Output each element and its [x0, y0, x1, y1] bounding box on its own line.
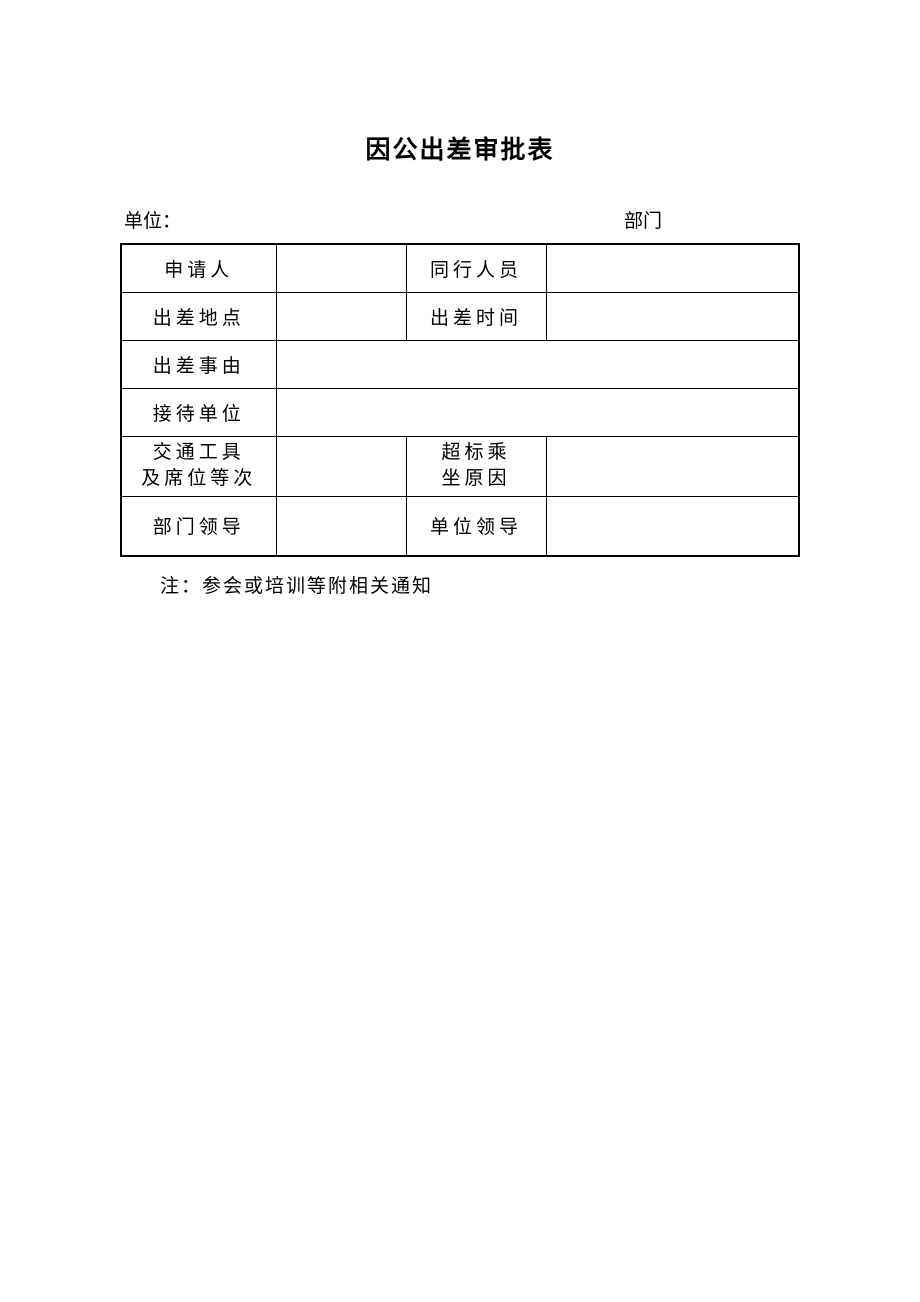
value-excess-reason[interactable]	[546, 436, 799, 496]
table-row: 交通工具 及席位等次 超标乘 坐原因	[121, 436, 799, 496]
label-trip-time: 出差时间	[406, 292, 546, 340]
value-companions[interactable]	[546, 244, 799, 292]
label-transport-line2: 及席位等次	[141, 468, 256, 489]
label-reason: 出差事由	[121, 340, 276, 388]
label-destination: 出差地点	[121, 292, 276, 340]
table-row: 接待单位	[121, 388, 799, 436]
label-applicant: 申请人	[121, 244, 276, 292]
value-transport[interactable]	[276, 436, 406, 496]
table-row: 部门领导 单位领导	[121, 496, 799, 556]
label-unit-leader: 单位领导	[406, 496, 546, 556]
page-title: 因公出差审批表	[120, 130, 800, 166]
value-destination[interactable]	[276, 292, 406, 340]
label-transport: 交通工具 及席位等次	[121, 436, 276, 496]
value-applicant[interactable]	[276, 244, 406, 292]
form-container: 因公出差审批表 单位： 部门 申请人 同行人员 出差地点 出差时间 出差事由 接…	[120, 130, 800, 598]
label-excess-line2: 坐原因	[441, 468, 510, 489]
table-row: 出差地点 出差时间	[121, 292, 799, 340]
table-row: 申请人 同行人员	[121, 244, 799, 292]
label-companions: 同行人员	[406, 244, 546, 292]
label-excess-line1: 超标乘	[441, 442, 510, 463]
label-host-unit: 接待单位	[121, 388, 276, 436]
value-unit-leader[interactable]	[546, 496, 799, 556]
approval-table: 申请人 同行人员 出差地点 出差时间 出差事由 接待单位 交通工具 及席位等次	[120, 243, 800, 557]
table-row: 出差事由	[121, 340, 799, 388]
value-trip-time[interactable]	[546, 292, 799, 340]
label-dept-leader: 部门领导	[121, 496, 276, 556]
dept-label: 部门	[624, 206, 800, 233]
value-host-unit[interactable]	[276, 388, 799, 436]
unit-label: 单位：	[124, 206, 624, 233]
header-row: 单位： 部门	[120, 206, 800, 233]
label-excess-reason: 超标乘 坐原因	[406, 436, 546, 496]
value-dept-leader[interactable]	[276, 496, 406, 556]
footnote: 注：参会或培训等附相关通知	[120, 571, 800, 598]
value-reason[interactable]	[276, 340, 799, 388]
label-transport-line1: 交通工具	[153, 442, 245, 463]
